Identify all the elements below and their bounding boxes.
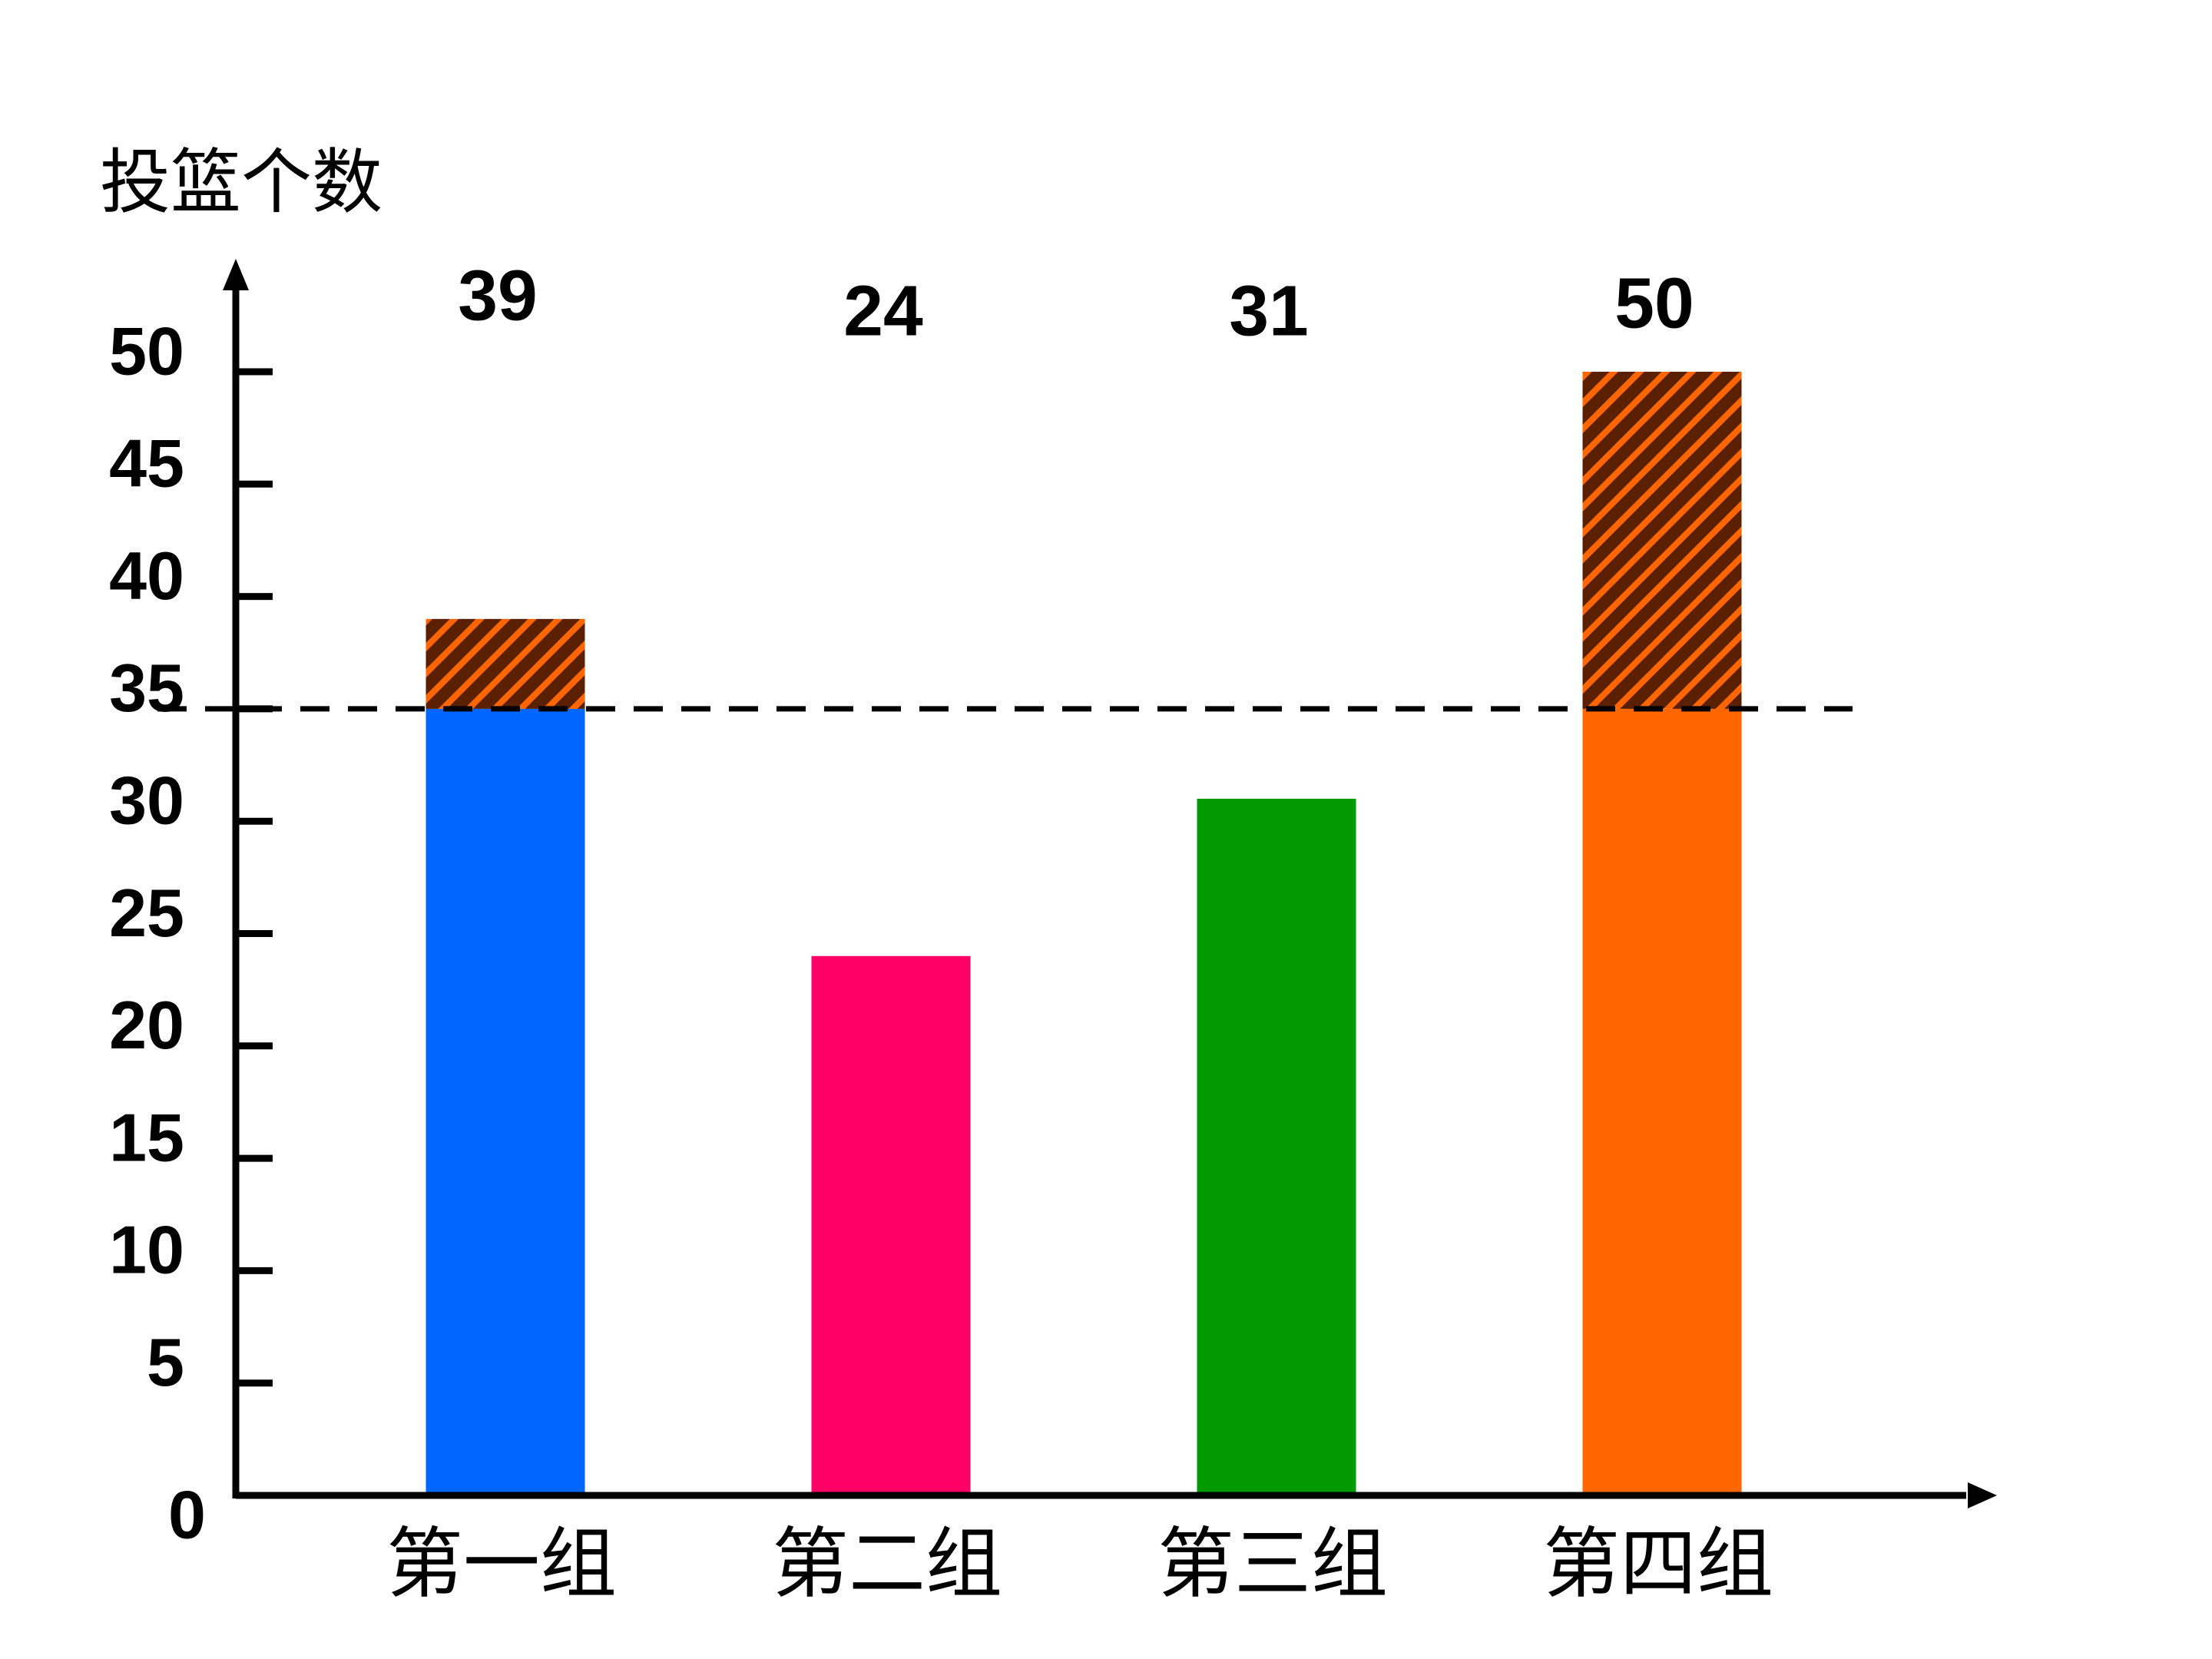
x-tick-label: 第一组 xyxy=(386,1519,617,1609)
y-tick-label: 25 xyxy=(109,875,184,951)
bar xyxy=(1582,708,1742,1495)
value-label: 50 xyxy=(1614,263,1694,343)
value-label: 24 xyxy=(843,271,923,351)
value-label: 39 xyxy=(458,256,537,336)
y-tick-label: 0 xyxy=(168,1476,206,1552)
y-tick-label: 15 xyxy=(109,1099,184,1175)
y-tick-label: 30 xyxy=(109,762,184,838)
y-tick-label: 20 xyxy=(109,987,184,1063)
y-tick-label: 40 xyxy=(109,538,184,614)
y-tick-label: 35 xyxy=(109,650,184,726)
x-tick-label: 第三组 xyxy=(1157,1519,1388,1609)
value-label: 31 xyxy=(1229,271,1308,351)
bar xyxy=(811,955,971,1495)
x-tick-label: 第二组 xyxy=(772,1519,1002,1609)
bar-excess xyxy=(1582,372,1742,709)
y-tick-label: 45 xyxy=(109,426,184,502)
bar-excess xyxy=(426,618,585,709)
y-axis-arrow xyxy=(223,259,249,290)
x-axis-arrow xyxy=(1968,1482,1997,1508)
y-tick-label: 50 xyxy=(109,313,184,389)
x-tick-label: 第四组 xyxy=(1543,1519,1773,1609)
bar xyxy=(1197,798,1356,1495)
y-tick-label: 10 xyxy=(109,1212,184,1288)
y-tick-label: 5 xyxy=(147,1324,184,1400)
y-axis-title: 投篮个数 xyxy=(100,141,382,224)
bar xyxy=(426,708,585,1495)
axes xyxy=(223,259,1997,1508)
